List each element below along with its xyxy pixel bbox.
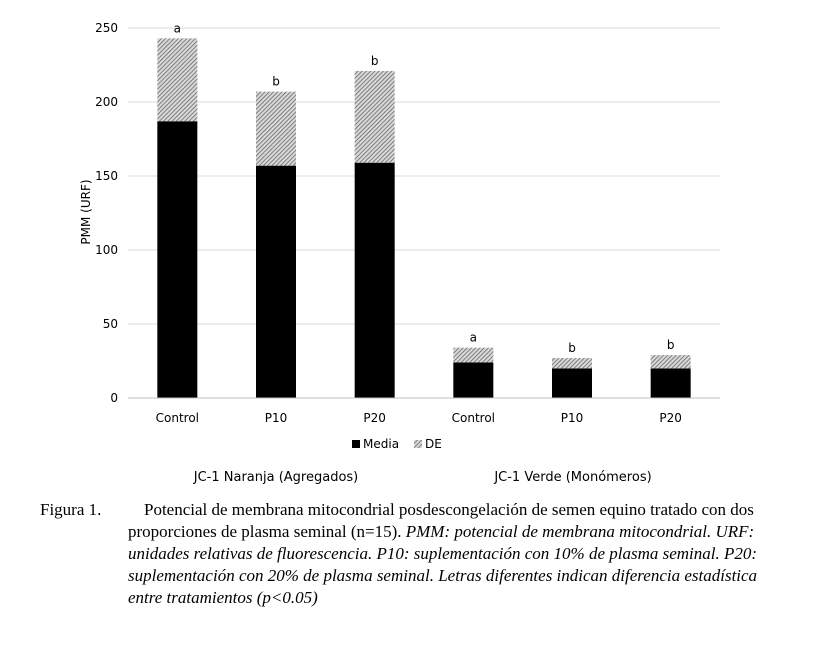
group-label-naranja: JC-1 Naranja (Agregados) xyxy=(193,470,359,485)
x-tick-label: P20 xyxy=(363,411,386,425)
bar-de xyxy=(552,358,592,369)
bar-media xyxy=(552,368,592,398)
y-axis-label: PMM (URF) xyxy=(79,179,93,244)
bar-media xyxy=(157,121,198,399)
significance-letter: b xyxy=(272,75,280,89)
legend: Media DE xyxy=(352,437,442,451)
significance-letter: a xyxy=(470,331,477,345)
x-axis-tick-labels: Control P10 P20 Control P10 P20 xyxy=(156,411,682,425)
x-tick-label: Control xyxy=(156,411,199,425)
caption-label: Figura 1. xyxy=(40,500,102,519)
legend-swatch-media xyxy=(352,440,360,448)
bar-media xyxy=(354,162,395,398)
significance-letter: b xyxy=(371,54,379,68)
legend-label-de: DE xyxy=(425,437,442,451)
y-tick-label: 150 xyxy=(95,169,118,183)
significance-letter: a xyxy=(174,21,181,35)
significance-letters: a b b a b b xyxy=(174,21,675,355)
caption-body: Potencial de membrana mitocondrial posde… xyxy=(128,499,780,609)
y-tick-label: 50 xyxy=(103,317,118,331)
group-label-verde: JC-1 Verde (Monómeros) xyxy=(493,470,651,485)
bar-de xyxy=(650,355,691,369)
figure-caption: Figura 1. Potencial de membrana mitocond… xyxy=(40,499,780,609)
bar-de xyxy=(354,70,395,163)
bar-de xyxy=(256,91,296,166)
y-tick-label: 0 xyxy=(110,391,118,405)
y-tick-label: 250 xyxy=(95,21,118,35)
legend-label-media: Media xyxy=(363,437,399,451)
caption-italic-text: PMM: potencial de membrana mitocondrial.… xyxy=(128,522,758,607)
bar-de xyxy=(453,347,494,363)
bar-media xyxy=(453,362,494,398)
bar-media xyxy=(650,368,691,398)
bars xyxy=(157,38,691,399)
gridlines xyxy=(128,27,720,325)
legend-swatch-de xyxy=(414,440,422,448)
y-tick-label: 200 xyxy=(95,95,118,109)
x-tick-label: P10 xyxy=(561,411,584,425)
y-tick-label: 100 xyxy=(95,243,118,257)
significance-letter: b xyxy=(568,341,576,355)
y-axis-ticks: 0 50 100 150 200 250 xyxy=(95,21,118,405)
bar-media xyxy=(256,165,296,398)
x-tick-label: Control xyxy=(452,411,495,425)
x-tick-label: P20 xyxy=(659,411,682,425)
significance-letter: b xyxy=(667,338,675,352)
caption-text: Potencial de membrana mitocondrial posde… xyxy=(128,500,754,541)
bar-de xyxy=(157,38,198,122)
x-tick-label: P10 xyxy=(265,411,288,425)
